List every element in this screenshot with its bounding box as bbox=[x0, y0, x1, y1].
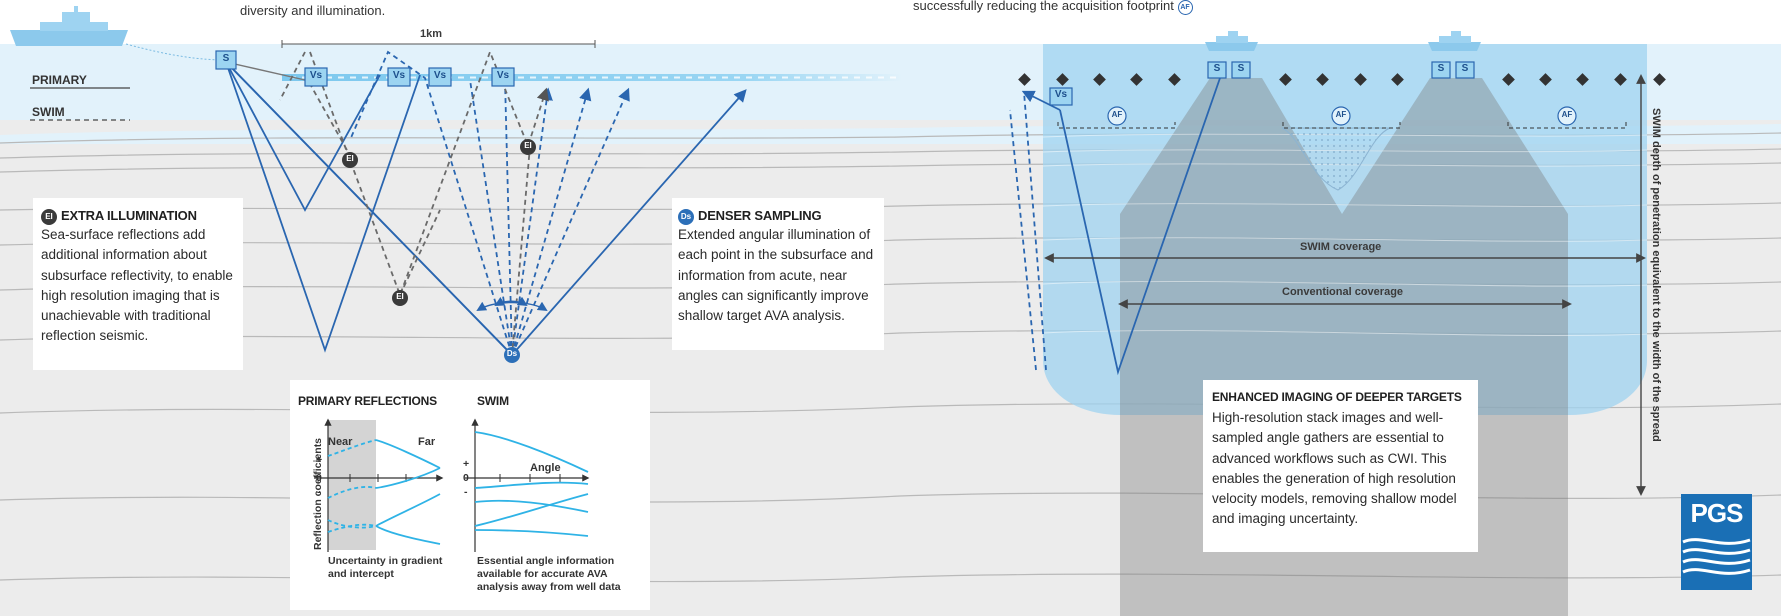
ship-icon-3 bbox=[1428, 31, 1481, 51]
denser-sampling-heading: Ds DENSER SAMPLING bbox=[678, 207, 822, 225]
denser-sampling-body: Extended angular illumination of each po… bbox=[678, 227, 874, 324]
extra-illumination-box: EI EXTRA ILLUMINATION Sea-surface reflect… bbox=[33, 198, 243, 370]
near-label: Near bbox=[328, 436, 353, 448]
virtual-source-label: Vs bbox=[496, 70, 510, 81]
extra-illumination-title: EXTRA ILLUMINATION bbox=[61, 208, 197, 223]
scale-bar bbox=[281, 40, 596, 48]
ray-paths-right bbox=[1009, 77, 1221, 376]
ei-marker-label: EI bbox=[524, 141, 532, 150]
ei-badge: EI bbox=[41, 209, 57, 225]
ds-badge: Ds bbox=[678, 209, 694, 225]
enhanced-imaging-body: High-resolution stack images and well-sa… bbox=[1212, 410, 1457, 527]
ds-marker-label: Ds bbox=[506, 349, 518, 358]
plus-sign: + bbox=[316, 454, 323, 466]
enhanced-imaging-box: ENHANCED IMAGING OF DEEPER TARGETS High-… bbox=[1203, 380, 1478, 552]
virtual-source-label: Vs bbox=[392, 70, 406, 81]
top-right-caption: successfully reducing the acquisition fo… bbox=[913, 0, 1197, 15]
af-marker-label: AF bbox=[1561, 110, 1573, 119]
ship-icon bbox=[10, 6, 128, 46]
primary-curves bbox=[327, 439, 441, 545]
inset-primary-title: PRIMARY REFLECTIONS bbox=[298, 394, 437, 408]
top-right-caption-text: successfully reducing the acquisition fo… bbox=[913, 0, 1174, 13]
swim-coverage-panel bbox=[1043, 44, 1647, 415]
legend-swim-label: SWIM bbox=[32, 105, 65, 119]
angle-label: Angle bbox=[530, 462, 561, 474]
ei-marker-label: EI bbox=[346, 154, 354, 163]
plus-sign-swim: + bbox=[463, 458, 470, 470]
y-axis-label: Reflection coefficients bbox=[312, 437, 324, 550]
denser-sampling-title: DENSER SAMPLING bbox=[698, 208, 822, 223]
conventional-coverage-label: Conventional coverage bbox=[1282, 286, 1404, 298]
source-label: S bbox=[1437, 63, 1445, 74]
virtual-source-label: Vs bbox=[433, 70, 447, 81]
pgs-logo-text: PGS bbox=[1690, 498, 1744, 528]
source-markers bbox=[215, 50, 1577, 363]
scale-label: 1km bbox=[420, 28, 443, 40]
ei-marker-label: EI bbox=[396, 292, 404, 301]
inset-swim-title: SWIM bbox=[477, 394, 509, 408]
footprint-channel bbox=[1281, 127, 1391, 191]
source-label: S bbox=[1461, 63, 1469, 74]
swim-curves bbox=[474, 431, 589, 537]
depth-label: SWIM depth of penetration equivalent to … bbox=[1650, 108, 1662, 442]
footprint-spans bbox=[1057, 122, 1627, 129]
zero-sign-swim: 0 bbox=[463, 472, 469, 484]
af-marker-label: AF bbox=[1111, 110, 1123, 119]
enhanced-imaging-title: ENHANCED IMAGING OF DEEPER TARGETS bbox=[1212, 390, 1462, 404]
extra-illumination-body: Sea-surface reflections add additional i… bbox=[41, 227, 233, 344]
extra-illumination-heading: EI EXTRA ILLUMINATION bbox=[41, 207, 197, 225]
ava-plots bbox=[314, 418, 590, 552]
minus-sign-swim: - bbox=[464, 486, 468, 498]
denser-sampling-box: Ds DENSER SAMPLING Extended angular illum… bbox=[672, 198, 884, 350]
primary-caption: Uncertainty in gradient and intercept bbox=[328, 555, 443, 580]
af-badge: AF bbox=[1177, 0, 1193, 15]
source-label: S bbox=[1237, 63, 1245, 74]
pgs-logo-waves bbox=[1682, 538, 1751, 575]
far-label: Far bbox=[418, 436, 436, 448]
swim-coverage-label: SWIM coverage bbox=[1300, 241, 1382, 253]
ava-inset: PRIMARY REFLECTIONS SWIM bbox=[290, 380, 650, 610]
pgs-logo: PGS bbox=[1681, 494, 1752, 590]
virtual-source-label: Vs bbox=[1054, 89, 1068, 100]
minus-sign: - bbox=[317, 486, 321, 498]
ray-paths-left bbox=[225, 49, 747, 357]
ship-icon-2 bbox=[1205, 31, 1258, 51]
source-label: S bbox=[222, 53, 230, 64]
af-marker-label: AF bbox=[1335, 110, 1347, 119]
swim-caption: Essential angle information available fo… bbox=[477, 555, 621, 593]
top-left-caption: diversity and illumination. bbox=[240, 3, 386, 18]
source-label: S bbox=[1213, 63, 1221, 74]
zero-sign: 0 bbox=[316, 472, 322, 484]
legend-primary-label: PRIMARY bbox=[32, 73, 87, 87]
virtual-source-label: Vs bbox=[309, 70, 323, 81]
